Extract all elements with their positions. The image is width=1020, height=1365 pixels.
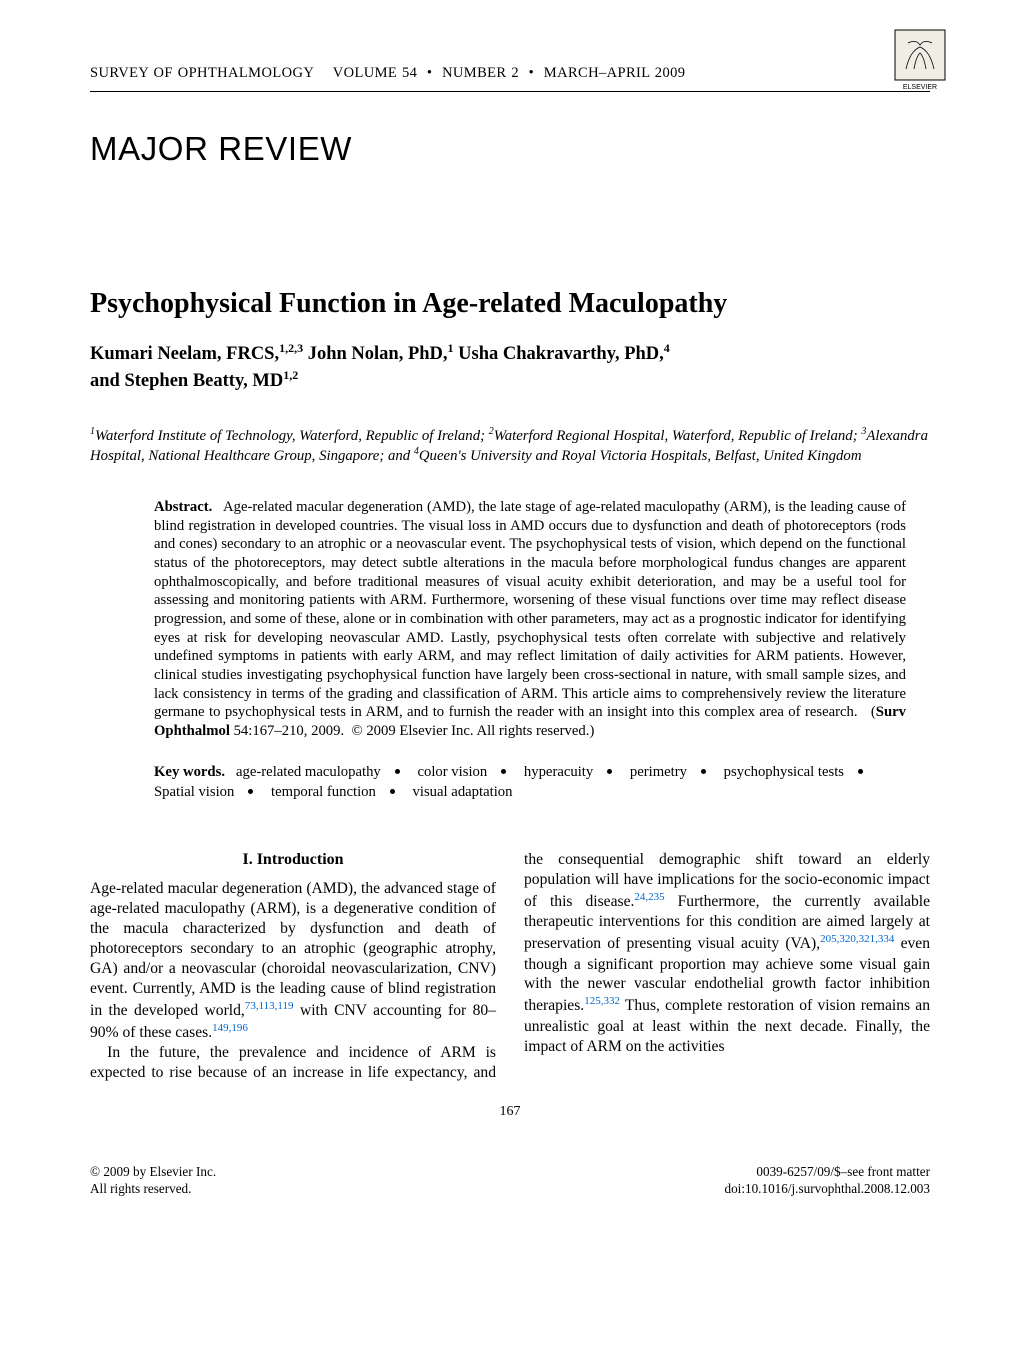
bullet-icon (858, 769, 863, 774)
keyword: temporal function (271, 784, 376, 800)
author-list: Kumari Neelam, FRCS,1,2,3 John Nolan, Ph… (90, 340, 930, 395)
aff-sup: 4 (664, 341, 670, 355)
abstract-label: Abstract. (154, 499, 212, 515)
keyword: Spatial vision (154, 784, 234, 800)
reference-link[interactable]: 149,196 (212, 1022, 248, 1034)
affiliations: 1Waterford Institute of Technology, Wate… (90, 426, 930, 466)
copyright-line: © 2009 by Elsevier Inc. (90, 1164, 216, 1179)
keyword: perimetry (630, 764, 687, 780)
bullet-icon (701, 769, 706, 774)
elsevier-logo-icon: ELSEVIER (894, 29, 946, 91)
journal-name: SURVEY OF OPHTHALMOLOGY (90, 65, 314, 81)
keyword: visual adaptation (413, 784, 513, 800)
volume: VOLUME 54 (333, 65, 418, 81)
keyword: psychophysical tests (724, 764, 844, 780)
keywords: Key words. age-related maculopathy color… (154, 763, 906, 803)
reference-link[interactable]: 24,235 (634, 891, 664, 903)
article-title: Psychophysical Function in Age-related M… (90, 286, 930, 322)
author-1: Kumari Neelam, FRCS,1,2,3 (90, 344, 303, 364)
bullet-icon (395, 769, 400, 774)
keyword: hyperacuity (524, 764, 593, 780)
reference-link[interactable]: 125,332 (584, 995, 620, 1007)
aff-sup: 1 (448, 341, 454, 355)
bullet-icon (248, 789, 253, 794)
elsevier-text: ELSEVIER (903, 84, 937, 91)
footer: © 2009 by Elsevier Inc. All rights reser… (90, 1163, 930, 1197)
doi-line: doi:10.1016/j.survophthal.2008.12.003 (724, 1181, 930, 1196)
running-head: SURVEY OF OPHTHALMOLOGY VOLUME 54 • NUMB… (90, 64, 930, 83)
author-2: John Nolan, PhD,1 (308, 344, 454, 364)
author-3: Usha Chakravarthy, PhD,4 (458, 344, 670, 364)
page-number: 167 (90, 1103, 930, 1121)
issn-line: 0039-6257/09/$–see front matter (756, 1164, 930, 1179)
abstract-text: Age-related macular degeneration (AMD), … (154, 499, 906, 720)
and-prefix: and (90, 371, 120, 391)
keywords-label: Key words. (154, 764, 225, 780)
header-rule (90, 91, 930, 92)
footer-right: 0039-6257/09/$–see front matter doi:10.1… (724, 1163, 930, 1197)
body-paragraph: Age-related macular degeneration (AMD), … (90, 879, 496, 1043)
rights-line: All rights reserved. (90, 1181, 191, 1196)
bullet-sep-1: • (422, 65, 437, 81)
issue: NUMBER 2 (442, 65, 519, 81)
keyword: color vision (417, 764, 487, 780)
aff-text: Waterford Regional Hospital, Waterford, … (494, 428, 858, 444)
aff-sup: 1,2 (283, 368, 298, 382)
author-4: Stephen Beatty, MD1,2 (124, 371, 298, 391)
body-columns: I. Introduction Age-related macular dege… (90, 850, 930, 1082)
bullet-icon (607, 769, 612, 774)
aff-text: Queen's University and Royal Victoria Ho… (419, 448, 862, 464)
header-sep (318, 65, 328, 81)
aff-sup: 1,2,3 (279, 341, 303, 355)
issue-date: MARCH–APRIL 2009 (544, 65, 686, 81)
reference-link[interactable]: 73,113,119 (245, 1000, 294, 1012)
bullet-icon (390, 789, 395, 794)
aff-text: Waterford Institute of Technology, Water… (95, 428, 485, 444)
section-type: MAJOR REVIEW (90, 128, 930, 170)
abstract: Abstract. Age-related macular degenerati… (154, 498, 906, 741)
keyword: age-related maculopathy (236, 764, 381, 780)
reference-link[interactable]: 205,320,321,334 (820, 933, 894, 945)
section-heading: I. Introduction (90, 850, 496, 870)
footer-left: © 2009 by Elsevier Inc. All rights reser… (90, 1163, 216, 1197)
bullet-sep-2: • (524, 65, 539, 81)
bullet-icon (501, 769, 506, 774)
